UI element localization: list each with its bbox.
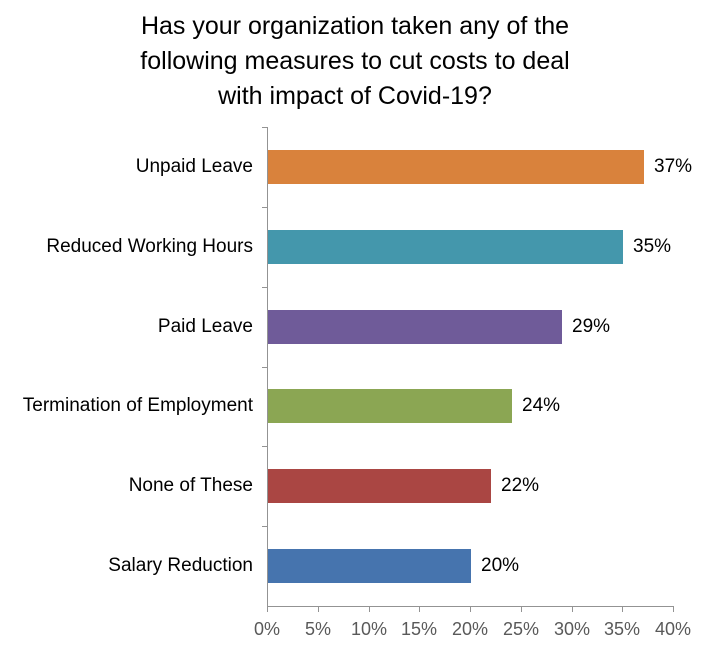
x-axis-tick <box>622 606 623 612</box>
bar-unpaid-leave <box>268 150 644 184</box>
bar-reduced-working-hours <box>268 230 623 264</box>
x-axis-tick <box>419 606 420 612</box>
x-axis-tick <box>521 606 522 612</box>
bar-paid-leave <box>268 310 562 344</box>
chart-title: Has your organization taken any of the fo… <box>0 9 710 114</box>
category-label: Reduced Working Hours <box>46 236 253 257</box>
x-axis-tick <box>318 606 319 612</box>
category-label: Paid Leave <box>157 316 253 337</box>
y-axis-line <box>267 127 268 612</box>
x-axis-tick-label: 5% <box>304 619 331 639</box>
x-axis-tick-label: 20% <box>451 619 489 639</box>
value-label: 22% <box>501 475 540 496</box>
y-axis-tick <box>262 367 267 368</box>
value-label: 35% <box>633 236 672 257</box>
value-label: 37% <box>654 156 693 177</box>
bar-termination-of-employment <box>268 389 512 423</box>
y-axis-tick <box>262 526 267 527</box>
y-axis-tick <box>262 127 267 128</box>
x-axis-tick-label: 40% <box>654 619 692 639</box>
value-label: 20% <box>481 555 520 576</box>
chart-title-line: Has your organization taken any of the <box>140 12 570 40</box>
y-axis-tick <box>262 207 267 208</box>
x-axis-tick <box>369 606 370 612</box>
x-axis-tick-label: 25% <box>502 619 540 639</box>
category-label: None of These <box>128 475 253 496</box>
bar-salary-reduction <box>268 549 471 583</box>
x-axis-tick <box>572 606 573 612</box>
x-axis-tick-label: 30% <box>553 619 591 639</box>
y-axis-tick <box>262 446 267 447</box>
category-label: Unpaid Leave <box>135 156 253 177</box>
x-axis-tick <box>470 606 471 612</box>
x-axis-tick <box>267 606 268 612</box>
category-label: Termination of Employment <box>22 395 253 416</box>
value-label: 29% <box>572 316 611 337</box>
x-axis-tick-label: 0% <box>253 619 280 639</box>
x-axis-tick <box>673 606 674 612</box>
y-axis-tick <box>262 287 267 288</box>
value-label: 24% <box>522 395 561 416</box>
category-label: Salary Reduction <box>108 555 253 576</box>
bar-none-of-these <box>268 469 491 503</box>
x-axis-tick-label: 15% <box>400 619 438 639</box>
chart-title-line: following measures to cut costs to deal <box>140 47 570 75</box>
chart-title-line: with impact of Covid-19? <box>218 82 492 110</box>
x-axis-tick-label: 35% <box>603 619 641 639</box>
x-axis-tick-label: 10% <box>350 619 388 639</box>
